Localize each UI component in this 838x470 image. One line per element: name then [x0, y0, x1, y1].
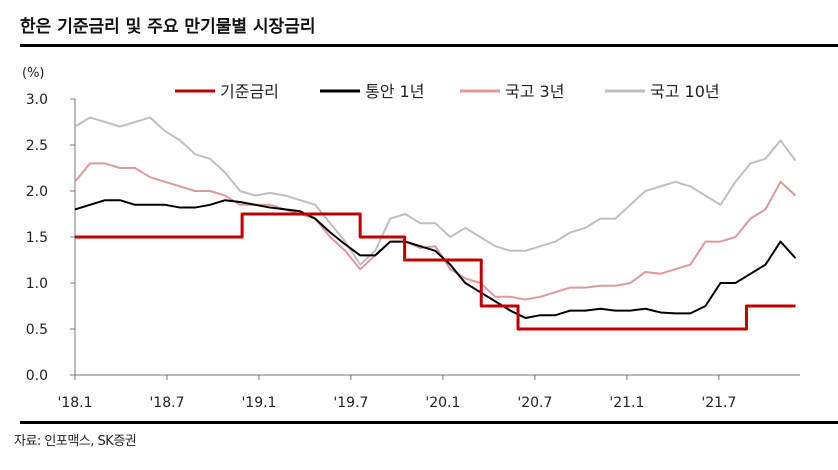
title-divider — [20, 44, 838, 47]
series-line-기준금리 — [75, 212, 796, 331]
legend-label: 국고 10년 — [650, 82, 720, 101]
legend-label: 기준금리 — [220, 82, 279, 101]
series-line-통안 1년 — [74, 199, 797, 319]
legend-label: 통안 1년 — [365, 82, 424, 101]
y-tick-label: 2.5 — [26, 138, 48, 154]
x-tick-label: '21.1 — [609, 395, 644, 411]
source-note: 자료: 인포맥스, SK증권 — [14, 434, 137, 449]
y-tick-label: 1.0 — [26, 276, 48, 292]
x-tick-label: '18.7 — [149, 395, 184, 411]
legend-label: 국고 3년 — [505, 82, 564, 101]
y-tick-label: 0.5 — [26, 322, 48, 338]
series-line-국고 3년 — [74, 162, 797, 301]
chart-title: 한은 기준금리 및 주요 만기물별 시장금리 — [20, 17, 316, 37]
y-tick-label: 3.0 — [26, 92, 48, 108]
x-tick-label: '20.1 — [425, 395, 460, 411]
y-tick-label: 1.5 — [26, 230, 48, 246]
series-line-국고 10년 — [74, 116, 797, 266]
x-tick-label: '19.1 — [241, 395, 276, 411]
x-tick-label: '19.7 — [333, 395, 368, 411]
x-tick-label: '18.1 — [57, 395, 92, 411]
footer-divider — [20, 421, 838, 424]
x-tick-label: '21.7 — [701, 395, 736, 411]
y-tick-label: 2.0 — [26, 184, 48, 200]
y-axis-label: (%) — [22, 66, 45, 81]
y-tick-label: 0.0 — [26, 368, 48, 384]
x-tick-label: '20.7 — [517, 395, 552, 411]
